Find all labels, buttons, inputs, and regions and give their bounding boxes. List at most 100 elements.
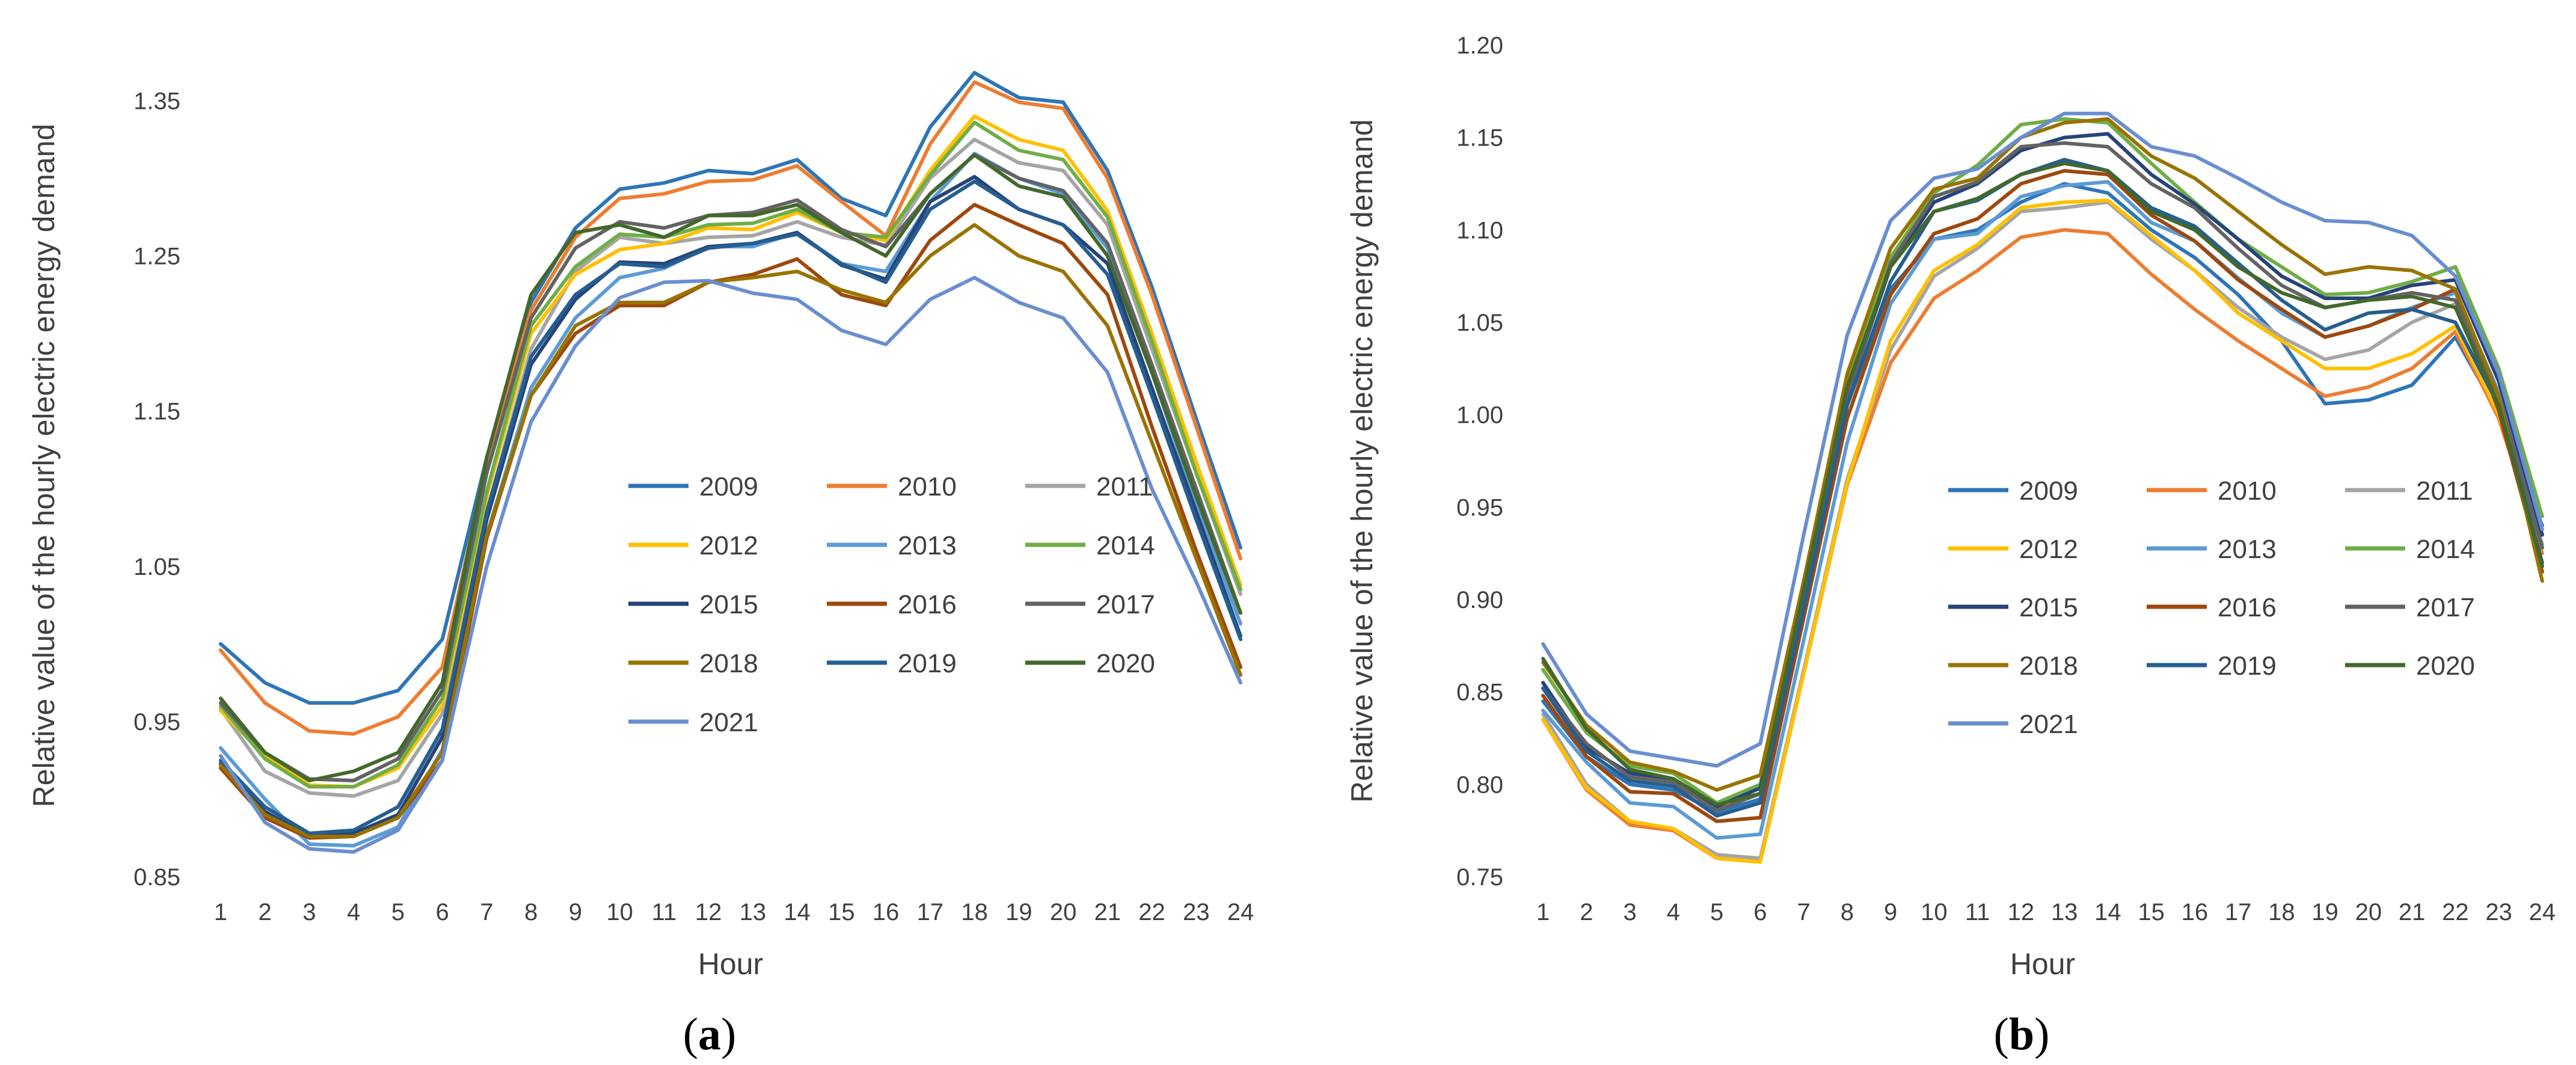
panel-a-series-line-2019 [218,179,1243,835]
panel-a-legend-label-2016: 2016 [898,590,957,619]
panel-b-x-tick-label: 15 [2138,899,2165,925]
line-chart-a: 0.850.951.051.151.251.351 2 3 4 5 6 7 8 9 10 11 12 1… [27,71,1254,1060]
panel-a-series-line-2015 [218,174,1243,838]
panel-a-legend-label-2020: 2020 [1096,649,1155,678]
panel-a-series-line-2011 [218,138,1243,798]
panel-a-y-tick-label: 1.15 [133,399,180,425]
panel-b-series-line-2013 [1541,180,2544,840]
panel-b-panel-label: (b) [1994,1009,2050,1060]
panel-a-x-tick-label: 22 [1138,899,1165,925]
panel-b-legend-label-2016: 2016 [2218,593,2277,622]
panel-a-legend-label-2019: 2019 [898,649,957,678]
panel-b-x-tick-label: 22 [2442,899,2469,925]
panel-b-legend-label-2021: 2021 [2019,710,2078,739]
panel-a-x-tick-label: 18 [961,899,988,925]
panel-a-x-tick-label: 8 [524,899,538,925]
panel-b-x-tick-label: 18 [2268,899,2295,925]
panel-a-legend-label-2015: 2015 [699,590,758,619]
panel-a-legend-label-2014: 2014 [1096,531,1155,560]
panel-b-x-tick-label: 20 [2355,899,2382,925]
panel-b-y-axis-title: Relative value of the hourly electric en… [1345,119,1379,803]
panel-b-series-line-2012 [1541,198,2544,864]
panel-a-series-line-2009 [218,71,1243,705]
panel-a-x-tick-label: 23 [1183,899,1210,925]
panel-b-legend-label-2013: 2013 [2218,535,2277,564]
panel-b-x-tick-label: 12 [2008,899,2035,925]
panel-a-y-axis-title: Relative value of the hourly electric en… [27,124,61,808]
panel-a-series-line-2021 [218,275,1243,854]
panel-b-x-tick-label: 21 [2399,899,2426,925]
panel-b-legend-label-2011: 2011 [2416,476,2473,506]
panel-b-x-tick-label: 7 [1797,899,1811,925]
panel-b-x-tick-label: 8 [1841,899,1854,925]
panel-a-legend-label-2009: 2009 [699,472,758,502]
panel-b-y-tick-label: 1.10 [1456,217,1503,244]
panel-a-x-tick-label: 17 [917,899,944,925]
panel-a-legend-label-2021: 2021 [699,708,758,737]
panel-b-legend-label-2009: 2009 [2019,476,2078,506]
panel-a-x-tick-label: 3 [302,899,316,925]
panel-a-legend-label-2017: 2017 [1096,590,1155,619]
panel-a-x-tick-label: 15 [828,899,855,925]
panel-b-x-tick-label: 1 [1536,899,1550,925]
panel-a-x-tick-label: 24 [1227,899,1254,925]
panel-a-series-line-2017 [218,153,1243,782]
panel-a-x-tick-label: 13 [740,899,767,925]
panel-b-x-tick-label: 19 [2311,899,2338,925]
panel-a-y-tick-label: 1.05 [133,554,180,580]
panel-b-x-tick-label: 11 [1965,899,1990,925]
panel-a-x-tick-label: 6 [436,899,449,925]
panel-b-legend-label-2015: 2015 [2019,593,2078,622]
panel-a-y-tick-label: 1.35 [133,88,180,114]
panel-b-y-tick-label: 1.05 [1456,310,1503,336]
panel-b-x-tick-label: 13 [2051,899,2078,925]
panel-a-x-tick-label: 7 [480,899,493,925]
panel-a-legend-label-2013: 2013 [898,531,957,560]
chart-panel-a: 0.85 0.95 1.05 1.15 1.25 1.35 1 2 3 4 5 6 7 8 9 10 11 12 1… [0,0,1275,1065]
panel-b-y-tick-label: 0.80 [1456,772,1503,798]
panel-b-legend-label-2020: 2020 [2416,651,2475,681]
panel-a-x-tick-label: 2 [259,899,272,925]
panel-b-y-tick-label: 0.90 [1456,587,1503,613]
panel-b-x-tick-label: 4 [1667,899,1680,925]
panel-b-x-tick-label: 16 [2182,899,2209,925]
panel-a-y-tick-label: 1.25 [133,244,180,270]
panel-a-x-tick-label: 4 [347,899,360,925]
panel-a-x-tick-label: 16 [872,899,900,925]
panel-b-y-tick-label: 1.00 [1456,402,1503,429]
panel-b-series-line-2011 [1541,200,2544,861]
panel-b-series-line-2014 [1541,117,2544,805]
panel-b-x-tick-label: 6 [1753,899,1767,925]
panel-a-y-tick-label: 0.85 [133,864,180,891]
panel-a-x-axis-title: Hour [698,947,763,981]
panel-a-legend-label-2012: 2012 [699,531,758,560]
panel-b-x-tick-label: 9 [1884,899,1897,925]
panel-b-series-line-2019 [1541,158,2544,818]
panel-b-series-line-2020 [1541,161,2544,807]
panel-b-y-tick-label: 0.85 [1456,680,1503,706]
panel-a-x-tick-label: 21 [1094,899,1121,925]
panel-a-x-tick-label: 9 [569,899,582,925]
panel-a-series-line-2014 [218,120,1243,789]
panel-b-legend-label-2018: 2018 [2019,651,2078,681]
panel-a-x-tick-label: 5 [391,899,405,925]
panel-b-series-line-2021 [1541,111,2544,768]
panel-b-legend-label-2012: 2012 [2019,535,2078,564]
line-chart-b: 0.75 0.80 0.85 0.90 0.95 1.00 1.05 1.10 1.15 1.20… [1345,32,2556,1060]
panel-b-x-tick-label: 24 [2529,899,2556,925]
panel-a-x-tick-label: 1 [214,899,227,925]
chart-panel-b: 0.75 0.80 0.85 0.90 0.95 1.00 1.05 1.10 1.15 1.20… [1323,0,2576,1065]
panel-a-x-tick-label: 10 [606,899,633,925]
panel-b-y-tick-label: 0.75 [1456,864,1503,891]
panel-b-legend-label-2010: 2010 [2218,476,2277,506]
panel-a-x-tick-label: 12 [695,899,722,925]
panel-b-x-tick-label: 23 [2485,899,2512,925]
panel-a-legend-label-2011: 2011 [1096,472,1153,502]
panel-a-legend-label-2010: 2010 [898,472,957,502]
panel-b-x-axis-title: Hour [2010,947,2075,981]
panel-b-series-line-2016 [1541,169,2544,823]
panel-a-series-line-2012 [218,114,1243,789]
panel-b-x-tick-label: 10 [1921,899,1948,925]
panel-b-x-tick-label: 2 [1580,899,1593,925]
panel-a-legend: 2009 2010 2011 2012 2013 2014 2015 2016 2017 2018… [628,472,1155,737]
